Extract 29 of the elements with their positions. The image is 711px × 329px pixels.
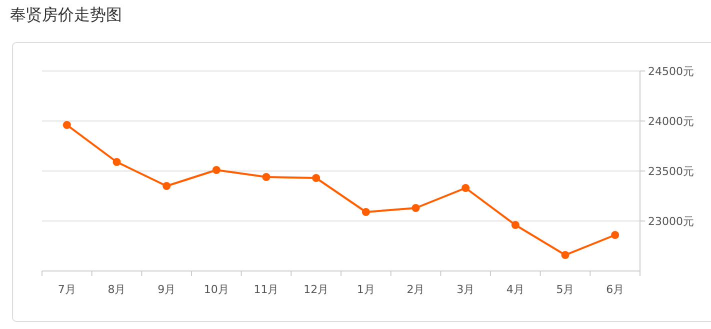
point [312,174,320,182]
point [62,121,71,129]
y-tick-label: 24000元 [648,115,694,128]
point [362,208,370,216]
x-tick-label: 4月 [506,283,524,296]
point [212,166,220,174]
y-tick-label: 23000元 [648,215,694,228]
point [262,173,270,181]
x-tick-label: 6月 [606,283,624,296]
x-tick-label: 8月 [108,283,126,296]
point [511,221,520,229]
y-tick-label: 23500元 [648,165,694,178]
x-tick-label: 7月 [58,283,76,296]
x-tick-label: 5月 [556,283,574,296]
point [112,158,121,166]
point [611,231,620,239]
x-tick-label: 10月 [204,283,229,296]
y-tick-label: 24500元 [648,65,694,78]
x-tick-label: 3月 [456,283,475,296]
x-tick-label: 2月 [406,283,425,296]
x-tick-label: 12月 [304,283,329,296]
point [462,184,470,192]
point [561,251,570,259]
chart-title: 奉贤房价走势图 [10,5,122,24]
x-tick-label: 1月 [356,283,375,296]
point [162,182,171,190]
x-tick-label: 11月 [254,283,279,296]
point [412,204,420,212]
x-tick-label: 9月 [158,283,176,296]
